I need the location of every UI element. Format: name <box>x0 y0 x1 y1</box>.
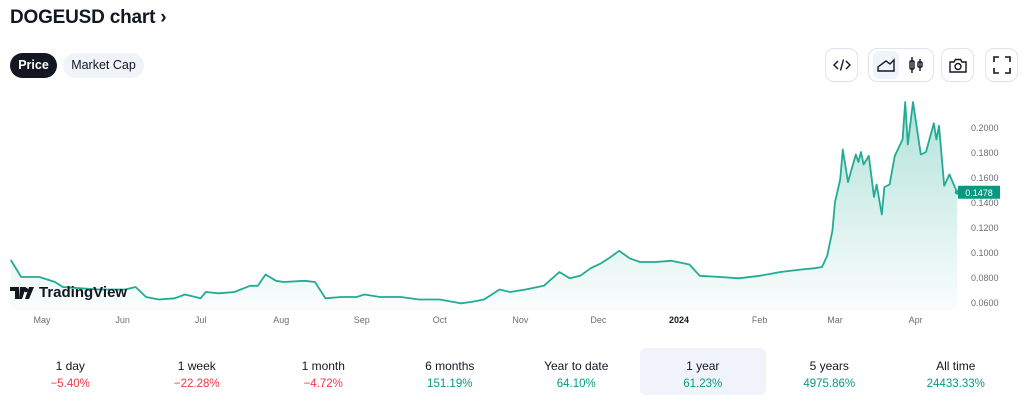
tab-market-cap[interactable]: Market Cap <box>63 53 144 78</box>
tradingview-logo-icon <box>10 286 34 299</box>
fullscreen-button[interactable] <box>985 48 1018 82</box>
camera-icon[interactable] <box>946 51 969 79</box>
y-tick-label: 0.0800 <box>971 273 999 283</box>
period-label: 1 day <box>55 359 85 373</box>
y-tick-label: 0.1600 <box>971 173 999 183</box>
x-tick-label: Oct <box>433 315 448 325</box>
x-tick-label: May <box>33 315 51 325</box>
y-tick-label: 0.1400 <box>971 198 999 208</box>
tab-price[interactable]: Price <box>10 53 57 78</box>
period-label: Year to date <box>544 359 609 373</box>
period-change: 4975.86% <box>803 378 856 390</box>
period-year-to-date[interactable]: Year to date 64.10% <box>513 348 640 395</box>
y-tick-label: 0.0600 <box>971 298 999 308</box>
period-label: 1 week <box>177 359 216 373</box>
period-label: 1 month <box>301 359 345 373</box>
period-label: 6 months <box>425 359 475 373</box>
price-chart[interactable]: 0.2000 0.1800 0.1600 0.1400 0.1200 0.1000 0.08… <box>0 90 1024 330</box>
period-1-year[interactable]: 1 year 61.23% <box>639 348 766 395</box>
performance-row: 1 day −5.40% 1 week −22.28% 1 month −4.72% 6 m… <box>7 348 1019 395</box>
period-label: All time <box>936 359 976 373</box>
period-label: 1 year <box>686 359 720 373</box>
x-tick-label: Apr <box>909 315 923 325</box>
period-change: 64.10% <box>556 378 596 390</box>
x-tick-label: Dec <box>590 315 607 325</box>
period-change: −5.40% <box>50 378 90 390</box>
period-label: 5 years <box>809 359 849 373</box>
embed-code-icon[interactable] <box>830 51 853 79</box>
y-tick-label: 0.1200 <box>971 223 999 233</box>
period-change: 61.23% <box>683 378 723 390</box>
period-change: 24433.33% <box>926 378 985 390</box>
candlestick-icon[interactable] <box>903 51 929 79</box>
price-line <box>10 101 959 305</box>
period-all-time[interactable]: All time 24433.33% <box>893 348 1020 395</box>
period-5-years[interactable]: 5 years 4975.86% <box>766 348 893 395</box>
y-tick-label: 0.2000 <box>971 123 999 133</box>
price-area-fill <box>10 102 958 310</box>
period-1-week[interactable]: 1 week −22.28% <box>134 348 261 395</box>
period-change: 151.19% <box>427 378 473 390</box>
x-tick-label: Jul <box>195 315 207 325</box>
last-price-badge <box>958 185 1000 199</box>
area-chart-icon[interactable] <box>873 51 899 79</box>
x-tick-label: Aug <box>273 315 289 325</box>
x-tick-label: Mar <box>827 315 843 325</box>
fullscreen-icon[interactable] <box>990 51 1013 79</box>
x-tick-label: Sep <box>354 315 370 325</box>
period-6-months[interactable]: 6 months 151.19% <box>387 348 514 395</box>
period-1-month[interactable]: 1 month −4.72% <box>260 348 387 395</box>
x-tick-label: Nov <box>512 315 529 325</box>
y-tick-label: 0.1800 <box>971 148 999 158</box>
chart-style-group <box>868 48 934 82</box>
x-tick-label: Jun <box>115 315 130 325</box>
period-change: −4.72% <box>303 378 343 390</box>
embed-button[interactable] <box>825 48 858 82</box>
snapshot-button[interactable] <box>941 48 974 82</box>
x-tick-label: Feb <box>752 315 768 325</box>
last-price-label: 0.1478 <box>965 188 993 198</box>
watermark-text: TradingView <box>39 284 128 301</box>
x-tick-label: 2024 <box>669 315 689 325</box>
period-1-day[interactable]: 1 day −5.40% <box>7 348 134 395</box>
y-tick-label: 0.1000 <box>971 248 999 258</box>
tradingview-watermark: TradingView <box>10 284 127 301</box>
chart-title-link[interactable]: DOGEUSD chart › <box>10 7 167 28</box>
period-change: −22.28% <box>173 378 220 390</box>
